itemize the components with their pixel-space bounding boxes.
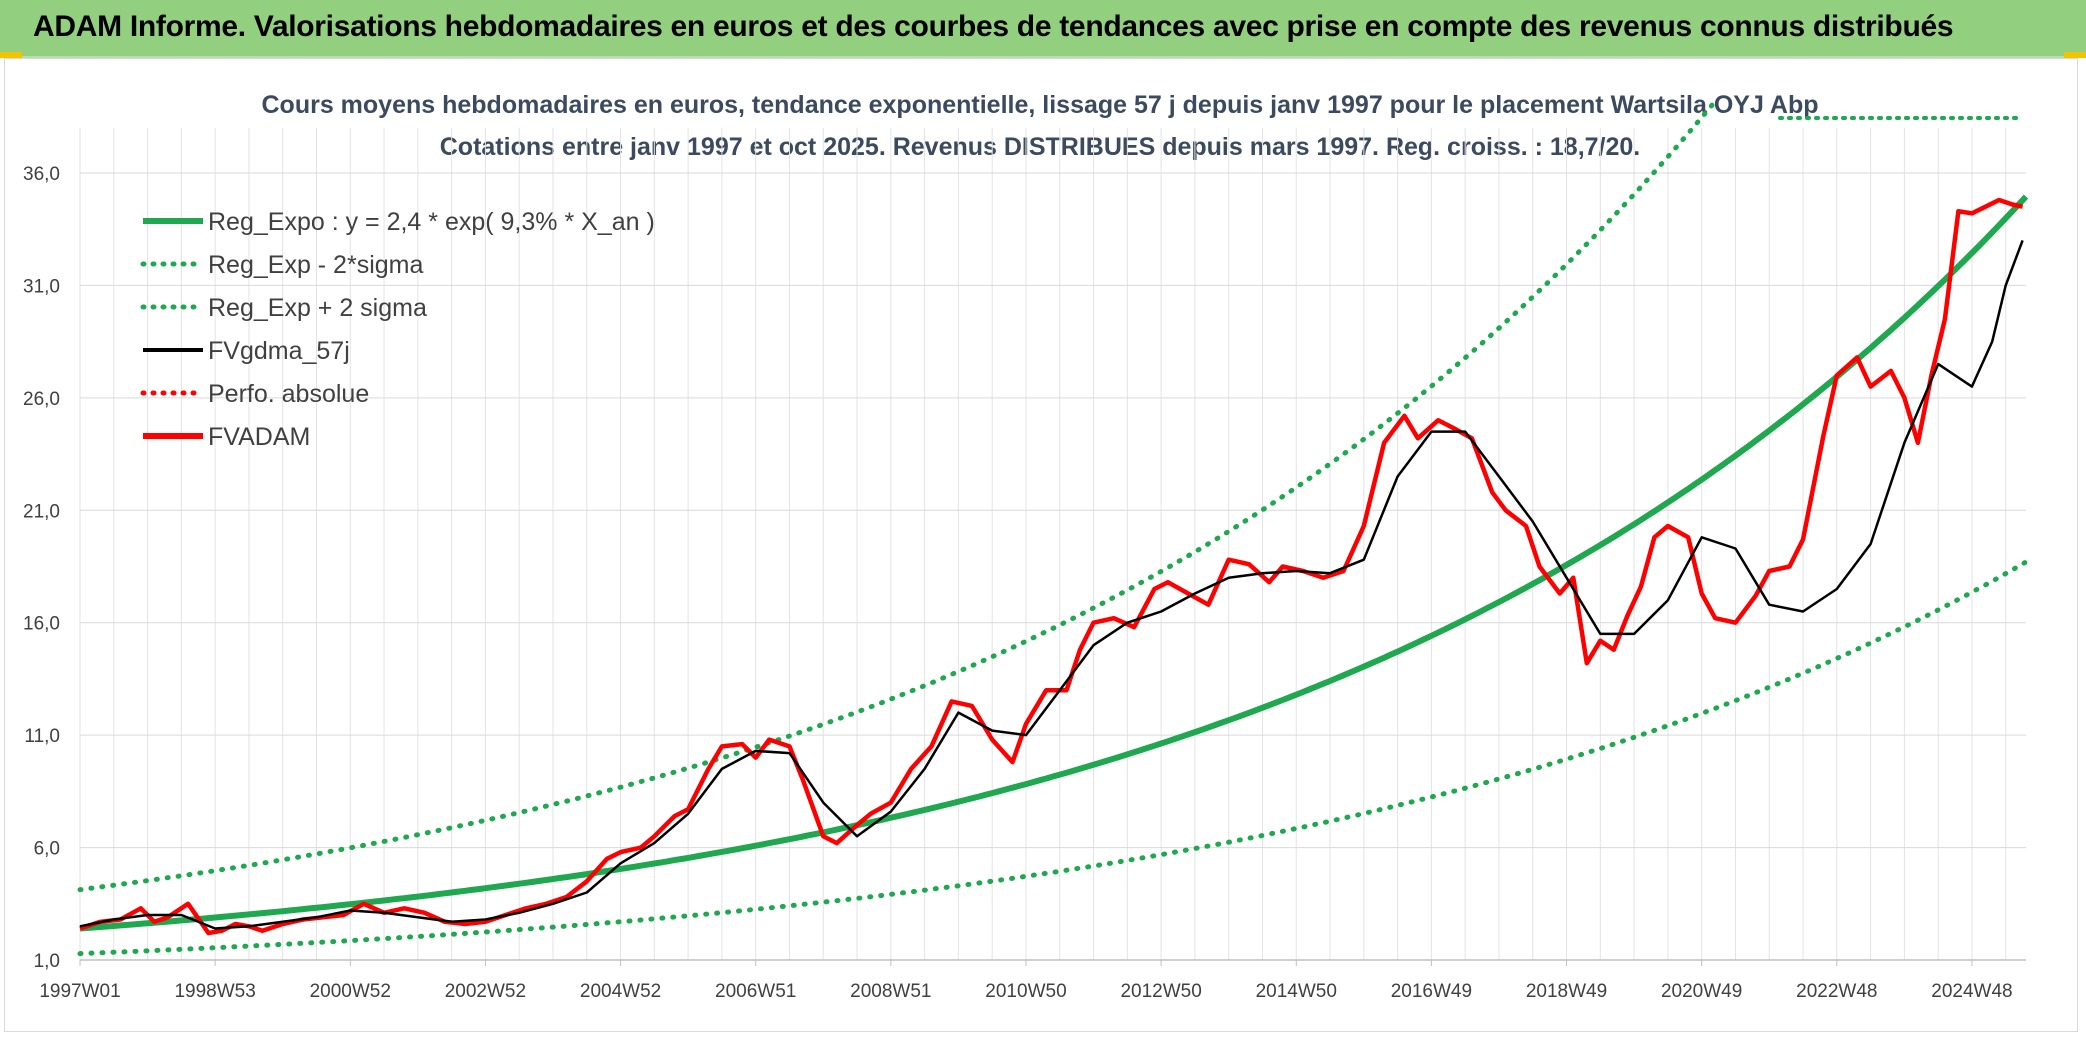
y-tick-label: 36,0 bbox=[23, 164, 60, 185]
y-tick-label: 16,0 bbox=[23, 614, 60, 635]
legend-label: Reg_Exp - 2*sigma bbox=[208, 251, 423, 279]
y-tick-label: 6,0 bbox=[34, 839, 60, 860]
y-tick-label: 26,0 bbox=[23, 389, 60, 410]
x-tick-label: 1997W01 bbox=[39, 981, 120, 1002]
y-tick-label: 1,0 bbox=[34, 951, 60, 972]
y-tick-label: 11,0 bbox=[24, 726, 60, 747]
x-axis: 1997W01 1998W53 2000W52 2002W52 2004W52 2006W… bbox=[39, 959, 2026, 1002]
legend-label: Perfo. absolue bbox=[208, 380, 369, 408]
series-layer bbox=[77, 98, 2029, 957]
chart-title-line2: Cotations entre janv 1997 et oct 2025. R… bbox=[440, 133, 1641, 161]
series-fvadam bbox=[79, 197, 2024, 936]
y-tick-label: 21,0 bbox=[23, 501, 60, 522]
x-tick-label: 2004W52 bbox=[580, 981, 661, 1002]
series-reg-exp-plus-2sigma bbox=[77, 98, 1718, 893]
chart-title-line1: Cours moyens hebdomadaires en euros, ten… bbox=[262, 91, 1819, 119]
x-tick-label: 2006W51 bbox=[715, 981, 796, 1002]
x-tick-label: 2002W52 bbox=[445, 981, 526, 1002]
y-axis: 1,0 6,0 11,0 16,0 21,0 26,0 31,0 36,0 bbox=[23, 164, 60, 972]
banner-accent-right bbox=[2064, 52, 2086, 58]
legend-label: FVgdma_57j bbox=[208, 337, 350, 365]
x-tick-label: 2000W52 bbox=[310, 981, 391, 1002]
x-tick-label: 2012W50 bbox=[1120, 981, 1201, 1002]
x-tick-label: 2014W50 bbox=[1256, 981, 1337, 1002]
series-reg-expo bbox=[79, 194, 2029, 932]
legend-label: FVADAM bbox=[208, 423, 310, 451]
x-tick-label: 2010W50 bbox=[985, 981, 1066, 1002]
y-tick-label: 31,0 bbox=[23, 276, 60, 297]
legend-label: Reg_Exp + 2 sigma bbox=[208, 294, 427, 322]
x-tick-label: 2020W49 bbox=[1661, 981, 1742, 1002]
report-banner: ADAM Informe. Valorisations hebdomadaire… bbox=[0, 0, 2086, 58]
chart-frame bbox=[4, 58, 2078, 1032]
legend: Reg_Expo : y = 2,4 * exp( 9,3% * X_an ) R… bbox=[140, 208, 655, 451]
series-fvgdma-57j bbox=[79, 239, 2024, 930]
grid bbox=[79, 128, 2026, 961]
banner-accent-left bbox=[0, 52, 22, 58]
x-tick-label: 1998W53 bbox=[174, 981, 255, 1002]
x-tick-label: 2018W49 bbox=[1526, 981, 1607, 1002]
x-tick-label: 2008W51 bbox=[850, 981, 931, 1002]
legend-label: Reg_Expo : y = 2,4 * exp( 9,3% * X_an ) bbox=[208, 208, 655, 236]
banner-title: ADAM Informe. Valorisations hebdomadaire… bbox=[33, 10, 1954, 43]
x-tick-label: 2024W48 bbox=[1931, 981, 2012, 1002]
x-tick-label: 2016W49 bbox=[1391, 981, 1472, 1002]
x-tick-label: 2022W48 bbox=[1796, 981, 1877, 1002]
series-reg-exp-minus-2sigma bbox=[77, 559, 2029, 957]
